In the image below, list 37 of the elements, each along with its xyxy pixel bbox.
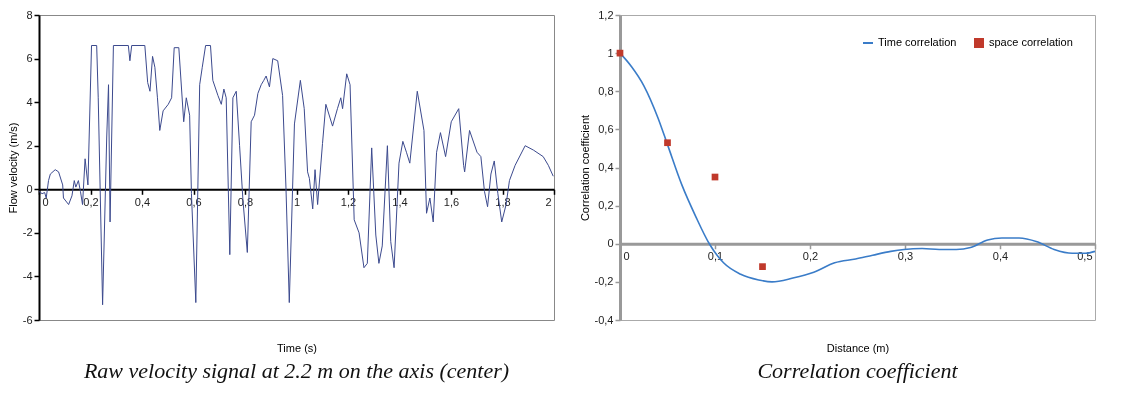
x-tick-label: 1 <box>293 195 301 208</box>
x-tick-label: 0,2 <box>83 195 99 208</box>
x-tick-label: 1,4 <box>392 195 408 208</box>
y-tick-label: -0,2 <box>594 275 614 288</box>
y-tick-label: -4 <box>22 269 33 282</box>
y-tick-label: -2 <box>22 226 33 239</box>
y-tick-label: 4 <box>26 95 33 108</box>
y-tick-label: 6 <box>26 52 33 65</box>
y-tick-label: 0 <box>26 182 33 195</box>
x-axis-title: Time (s) <box>277 341 317 354</box>
y-tick-label: 8 <box>26 8 33 21</box>
x-axis-title: Distance (m) <box>826 341 890 354</box>
y-tick-label: 2 <box>26 139 33 152</box>
x-tick-label: 1,6 <box>443 195 460 208</box>
x-tick-label: 0 <box>42 195 49 208</box>
y-tick-label: 1,2 <box>598 8 614 21</box>
y-axis-title: Correlation coefficient <box>578 114 591 222</box>
x-tick-label: 0 <box>623 250 630 263</box>
legend-label: Time correlation <box>878 36 957 48</box>
y-tick-label: -6 <box>22 313 33 326</box>
y-tick-label: 0,4 <box>598 161 614 173</box>
x-tick-label: 2 <box>545 195 552 208</box>
point <box>759 263 766 270</box>
legend-label: space correlation <box>989 36 1073 48</box>
x-tick-label: 0,4 <box>134 195 151 208</box>
y-tick-label: -0,4 <box>594 313 614 326</box>
y-tick-label: 0,8 <box>598 84 614 97</box>
x-tick-label: 0,4 <box>992 250 1009 263</box>
x-tick-label: 0,2 <box>802 250 819 263</box>
text: Correlation coefficient <box>757 358 959 383</box>
y-tick-label: 0,6 <box>598 122 614 135</box>
x-tick-label: 0,3 <box>897 250 914 263</box>
y-axis-title: Flow velocity (m/s) <box>6 122 19 214</box>
y-tick-label: 0 <box>607 237 614 250</box>
point <box>664 139 671 147</box>
text: Raw velocity signal at 2.2 m on the axis (center) <box>82 358 510 383</box>
y-tick-label: 1 <box>607 46 614 59</box>
